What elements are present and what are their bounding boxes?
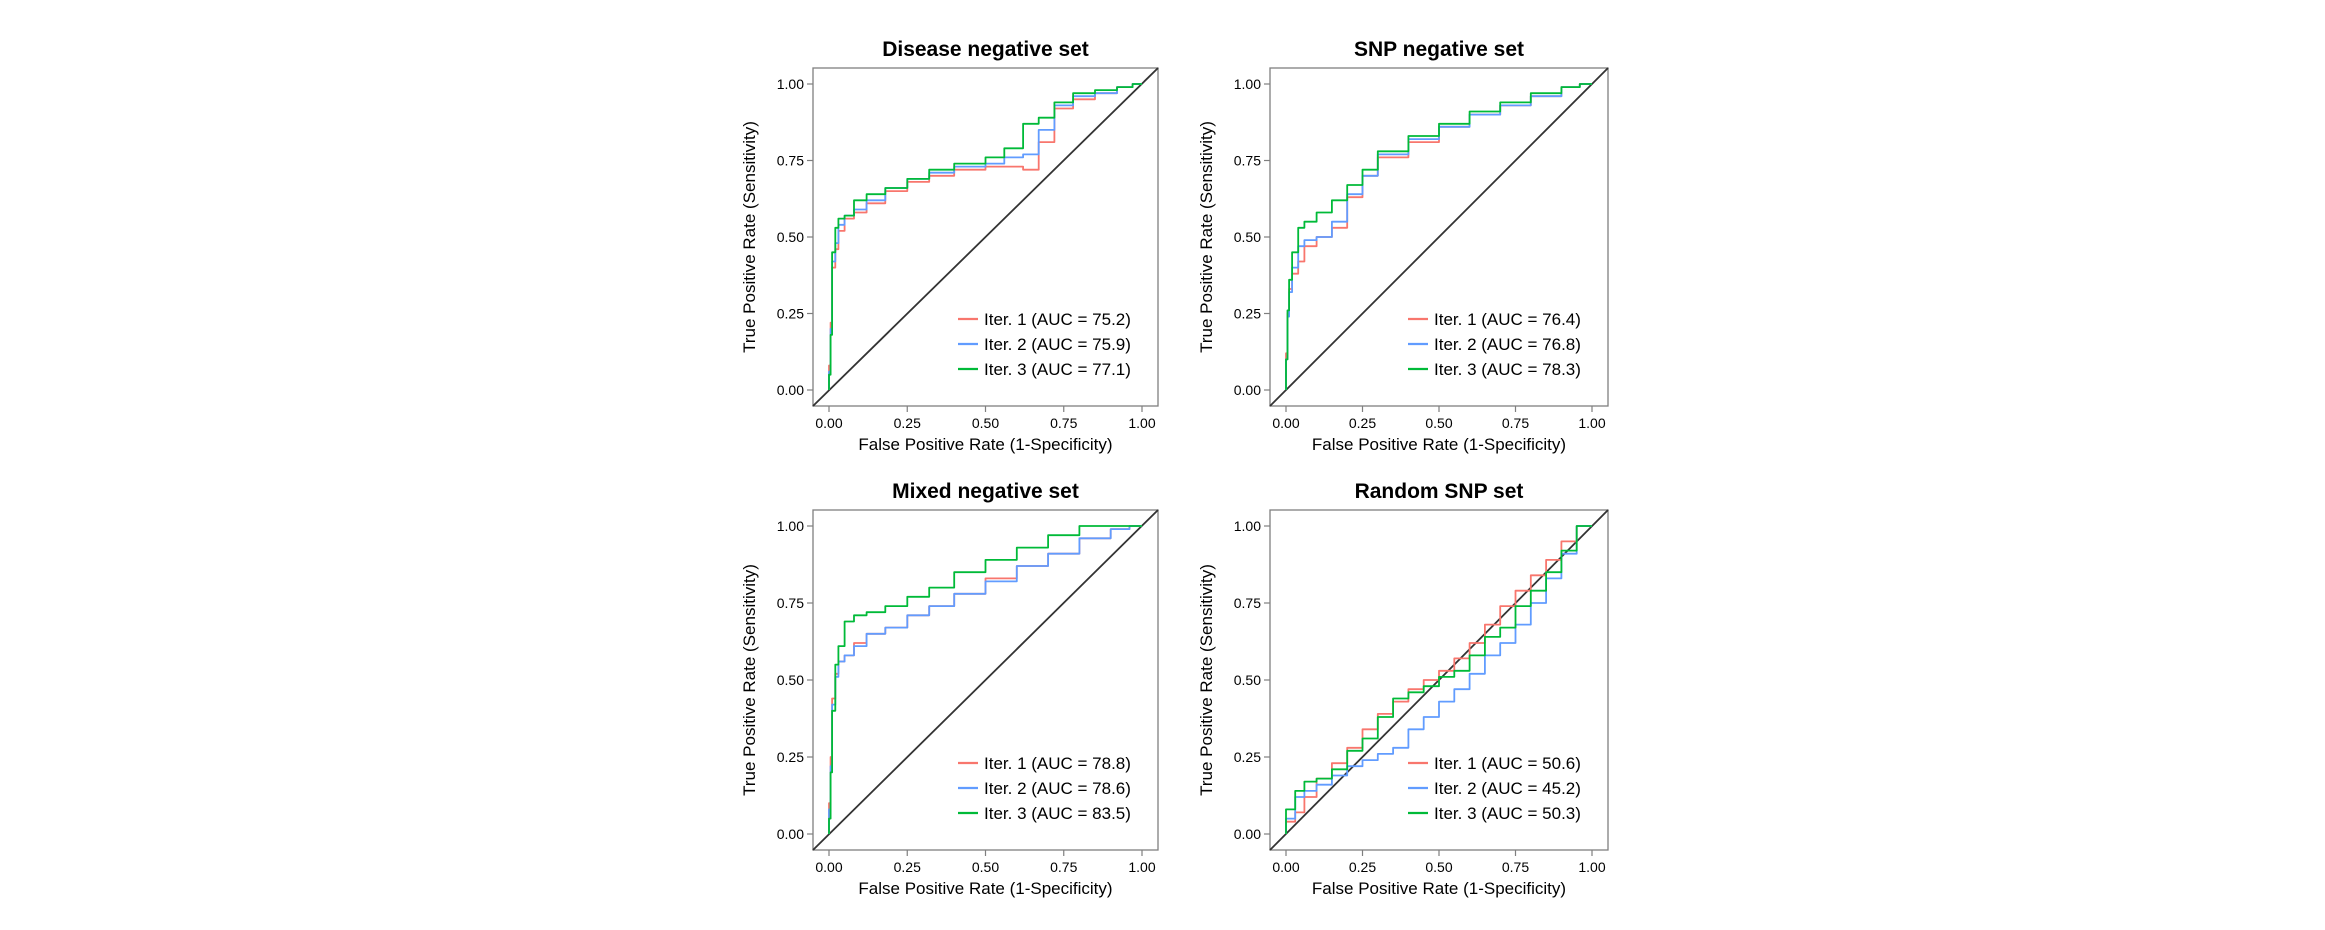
y-axis-label: True Positive Rate (Sensitivity) [1197,564,1216,796]
legend-label-iter-1: Iter. 1 (AUC = 76.4) [1434,310,1581,329]
panel-title: SNP negative set [1354,38,1524,61]
roc-curve-iter-3 [1285,83,1592,390]
y-tick-label: 0.75 [1234,153,1261,169]
legend-label-iter-3: Iter. 3 (AUC = 83.5) [984,804,1131,823]
y-tick-label: 1.00 [777,518,804,534]
y-tick-label: 1.00 [1234,76,1261,92]
x-tick-label: 0.25 [894,859,921,875]
y-tick-label: 0.75 [777,153,804,169]
x-tick-label: 0.50 [972,859,999,875]
legend-label-iter-1: Iter. 1 (AUC = 78.8) [984,754,1131,773]
legend-label-iter-3: Iter. 3 (AUC = 77.1) [984,360,1131,379]
y-tick-label: 1.00 [777,76,804,92]
legend-label-iter-3: Iter. 3 (AUC = 78.3) [1434,360,1581,379]
y-tick-label: 1.00 [1234,518,1261,534]
x-tick-label: 1.00 [1128,415,1155,431]
y-tick-label: 0.25 [777,306,804,322]
x-tick-label: 0.00 [1272,859,1299,875]
x-tick-label: 0.50 [1425,859,1452,875]
y-tick-label: 0.00 [1234,826,1261,842]
y-tick-label: 0.00 [1234,382,1261,398]
panel-title: Disease negative set [882,38,1089,61]
roc-panel-1: Disease negative set 0.00 0.25 0.50 0.75 1.00… [740,38,1159,454]
panel-title: Mixed negative set [892,480,1079,503]
chance-diagonal-line [812,67,1159,407]
roc-curve-iter-2 [1285,83,1592,390]
x-tick-label: 0.75 [1050,859,1077,875]
x-tick-label: 0.75 [1502,859,1529,875]
x-tick-label: 0.75 [1050,415,1077,431]
y-tick-label: 0.00 [777,826,804,842]
x-tick-label: 0.00 [1272,415,1299,431]
legend-label-iter-1: Iter. 1 (AUC = 50.6) [1434,754,1581,773]
legend-label-iter-2: Iter. 2 (AUC = 45.2) [1434,779,1581,798]
y-axis-label: True Positive Rate (Sensitivity) [1197,121,1216,353]
roc-panel-3: Mixed negative set 0.00 0.25 0.50 0.75 1.00 0.… [740,480,1159,898]
x-tick-label: 0.50 [1425,415,1452,431]
y-axis-label: True Positive Rate (Sensitivity) [740,564,759,796]
legend-label-iter-2: Iter. 2 (AUC = 78.6) [984,779,1131,798]
y-tick-label: 0.25 [1234,749,1261,765]
x-tick-label: 1.00 [1578,859,1605,875]
x-tick-label: 0.25 [1349,415,1376,431]
y-tick-label: 0.50 [777,229,804,245]
x-axis-label: False Positive Rate (1-Specificity) [858,435,1112,454]
y-tick-label: 0.00 [777,382,804,398]
legend-label-iter-3: Iter. 3 (AUC = 50.3) [1434,804,1581,823]
chance-diagonal-line [812,509,1159,851]
legend-label-iter-2: Iter. 2 (AUC = 75.9) [984,335,1131,354]
chance-diagonal-line [1269,67,1609,407]
x-axis-label: False Positive Rate (1-Specificity) [858,879,1112,898]
y-tick-label: 0.25 [1234,306,1261,322]
x-axis-label: False Positive Rate (1-Specificity) [1312,435,1566,454]
legend-label-iter-1: Iter. 1 (AUC = 75.2) [984,310,1131,329]
y-tick-label: 0.75 [1234,595,1261,611]
roc-panel-2: SNP negative set 0.00 0.25 0.50 0.75 1.00 0.00… [1197,38,1609,454]
y-tick-label: 0.75 [777,595,804,611]
x-tick-label: 0.25 [894,415,921,431]
y-axis-label: True Positive Rate (Sensitivity) [740,121,759,353]
roc-curve-iter-3 [828,525,1142,834]
x-tick-label: 0.00 [815,859,842,875]
roc-panel-4: Random SNP set 0.00 0.25 0.50 0.75 1.00 0.00 0.… [1197,480,1609,898]
y-tick-label: 0.25 [777,749,804,765]
x-axis-label: False Positive Rate (1-Specificity) [1312,879,1566,898]
x-tick-label: 0.50 [972,415,999,431]
x-tick-label: 1.00 [1128,859,1155,875]
x-tick-label: 0.00 [815,415,842,431]
roc-curve-iter-3 [1285,525,1592,834]
y-tick-label: 0.50 [777,672,804,688]
x-tick-label: 0.75 [1502,415,1529,431]
y-tick-label: 0.50 [1234,672,1261,688]
x-tick-label: 0.25 [1349,859,1376,875]
panel-title: Random SNP set [1355,480,1524,503]
roc-curve-iter-3 [828,83,1142,390]
legend-label-iter-2: Iter. 2 (AUC = 76.8) [1434,335,1581,354]
x-tick-label: 1.00 [1578,415,1605,431]
y-tick-label: 0.50 [1234,229,1261,245]
